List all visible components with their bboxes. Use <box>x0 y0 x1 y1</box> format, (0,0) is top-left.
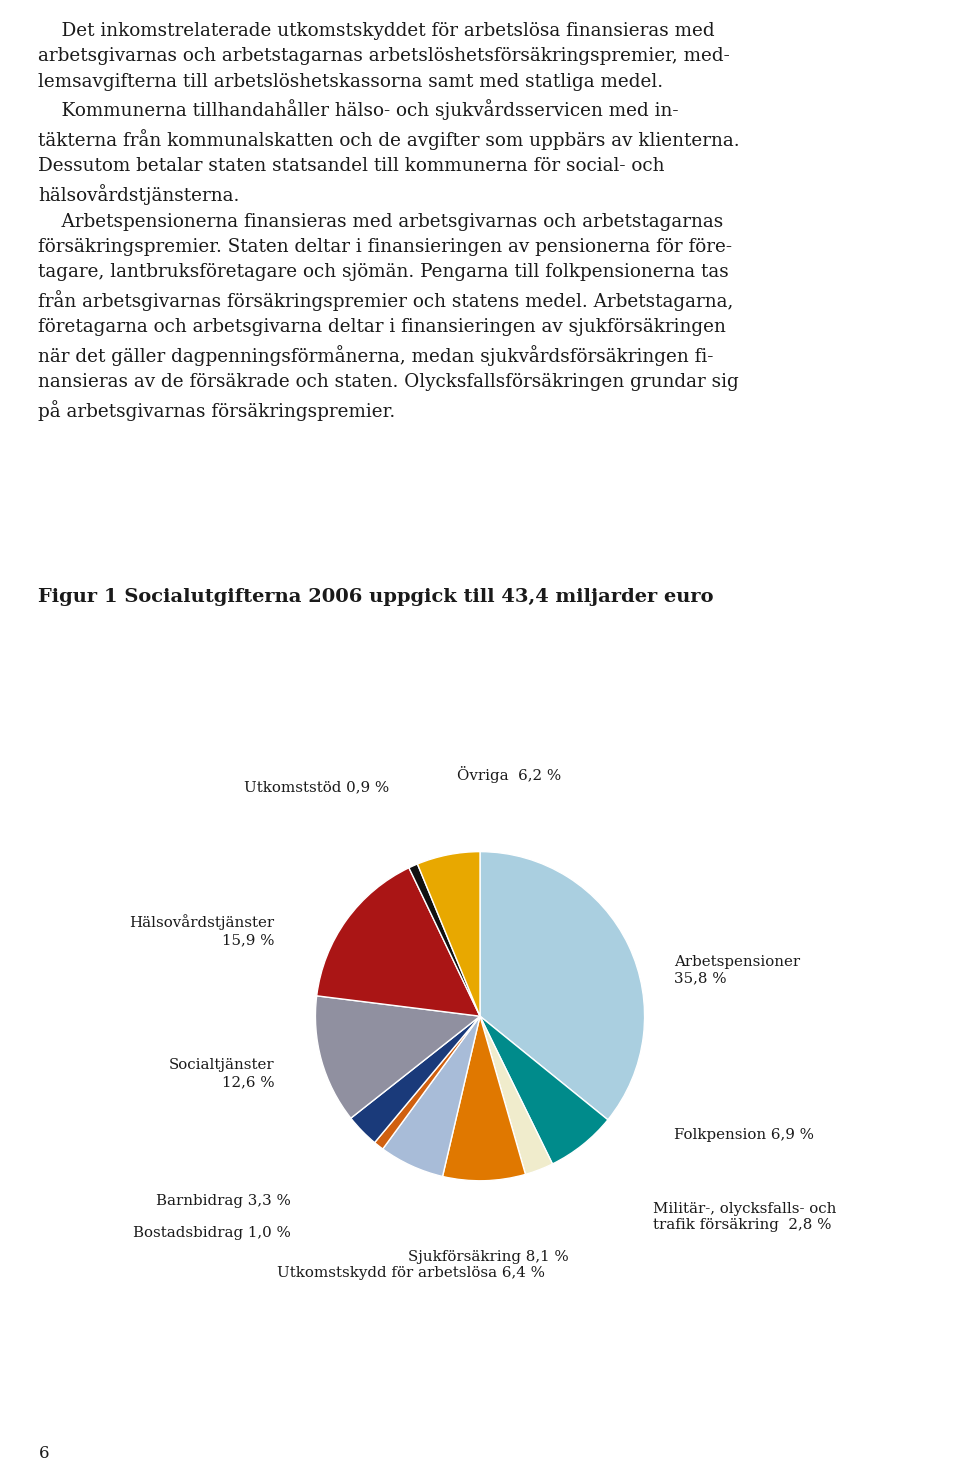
Text: Socialtjänster
12,6 %: Socialtjänster 12,6 % <box>169 1058 275 1089</box>
Wedge shape <box>383 1016 480 1176</box>
Text: Utkomstskydd för arbetslösa 6,4 %: Utkomstskydd för arbetslösa 6,4 % <box>276 1266 545 1281</box>
Wedge shape <box>409 864 480 1016</box>
Text: Militär-, olycksfalls- och
trafik försäkring  2,8 %: Militär-, olycksfalls- och trafik försäk… <box>653 1201 836 1232</box>
Text: Folkpension 6,9 %: Folkpension 6,9 % <box>674 1128 814 1142</box>
Wedge shape <box>418 852 480 1016</box>
Wedge shape <box>480 852 644 1120</box>
Text: Hälsovårdstjänster
15,9 %: Hälsovårdstjänster 15,9 % <box>130 914 275 946</box>
Text: Arbetspensioner
35,8 %: Arbetspensioner 35,8 % <box>674 955 801 986</box>
Text: Det inkomstrelaterade utkomstskyddet för arbetslösa finansieras med
arbetsgivarn: Det inkomstrelaterade utkomstskyddet för… <box>38 22 740 422</box>
Text: Barnbidrag 3,3 %: Barnbidrag 3,3 % <box>156 1194 291 1207</box>
Text: Figur 1 Socialutgifterna 2006 uppgick till 43,4 miljarder euro: Figur 1 Socialutgifterna 2006 uppgick ti… <box>38 588 714 606</box>
Wedge shape <box>374 1016 480 1148</box>
Wedge shape <box>350 1016 480 1142</box>
Wedge shape <box>480 1016 552 1175</box>
Text: Utkomststöd 0,9 %: Utkomststöd 0,9 % <box>244 780 390 794</box>
Text: Bostadsbidrag 1,0 %: Bostadsbidrag 1,0 % <box>132 1226 291 1241</box>
Text: Övriga  6,2 %: Övriga 6,2 % <box>458 765 562 783</box>
Wedge shape <box>316 996 480 1119</box>
Wedge shape <box>317 868 480 1016</box>
Wedge shape <box>480 1016 608 1164</box>
Text: 6: 6 <box>38 1445 49 1462</box>
Wedge shape <box>443 1016 525 1181</box>
Text: Sjukförsäkring 8,1 %: Sjukförsäkring 8,1 % <box>408 1250 568 1263</box>
